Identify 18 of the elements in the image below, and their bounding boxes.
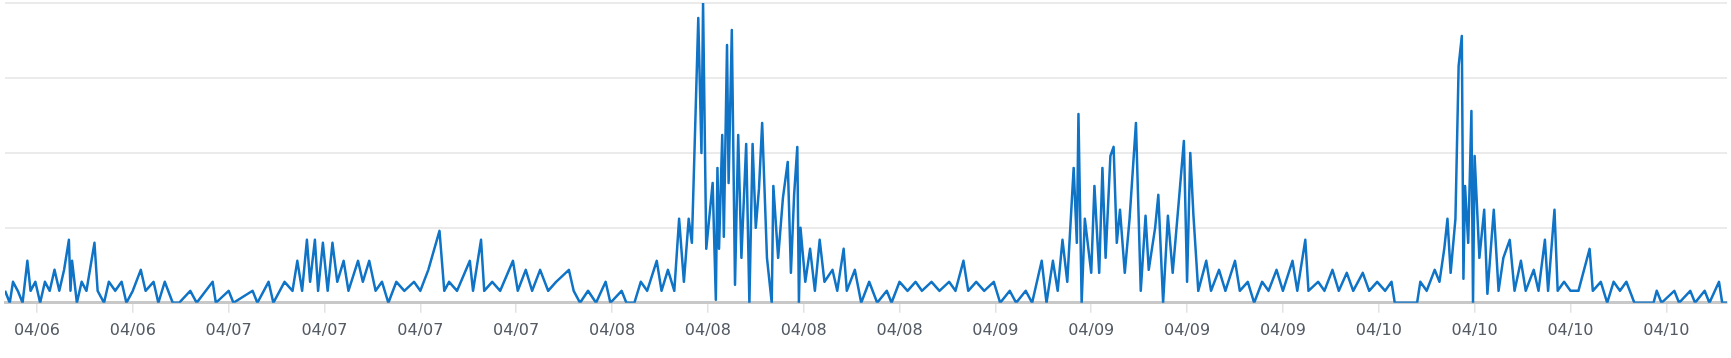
x-tick-label: 04/07 xyxy=(397,319,444,339)
x-tick-label: 04/07 xyxy=(301,319,348,339)
x-tick-label: 04/10 xyxy=(1547,319,1594,339)
x-tick-label: 04/09 xyxy=(1259,319,1306,339)
x-tick-label: 04/09 xyxy=(972,319,1019,339)
x-tick-label: 04/08 xyxy=(588,319,636,339)
x-tick-label: 04/10 xyxy=(1643,319,1690,339)
x-tick-label: 04/08 xyxy=(876,319,923,339)
x-tick-label: 04/10 xyxy=(1451,319,1498,339)
x-tick-label: 04/06 xyxy=(109,319,156,339)
x-tick-label: 04/10 xyxy=(1355,319,1402,339)
x-tick-label: 04/09 xyxy=(1068,319,1115,339)
x-tick-label: 04/07 xyxy=(205,319,252,339)
x-tick-label: 04/08 xyxy=(684,319,731,339)
x-tick-label: 04/09 xyxy=(1164,319,1211,339)
x-tick-label: 04/07 xyxy=(493,319,540,339)
x-tick-label: 04/08 xyxy=(780,319,827,339)
x-tick-label: 04/06 xyxy=(13,319,60,339)
